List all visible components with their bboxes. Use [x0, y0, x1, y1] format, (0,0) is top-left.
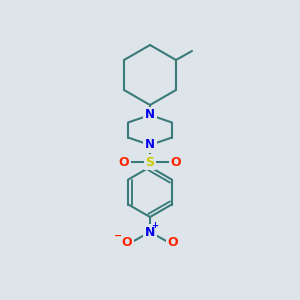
Text: N: N	[145, 109, 155, 122]
Text: +: +	[152, 221, 158, 230]
Text: O: O	[171, 155, 181, 169]
Text: N: N	[145, 226, 155, 238]
Text: O: O	[122, 236, 132, 248]
Text: O: O	[168, 236, 178, 248]
Text: O: O	[119, 155, 129, 169]
Text: N: N	[145, 139, 155, 152]
Text: −: −	[114, 231, 122, 241]
Text: S: S	[146, 155, 154, 169]
